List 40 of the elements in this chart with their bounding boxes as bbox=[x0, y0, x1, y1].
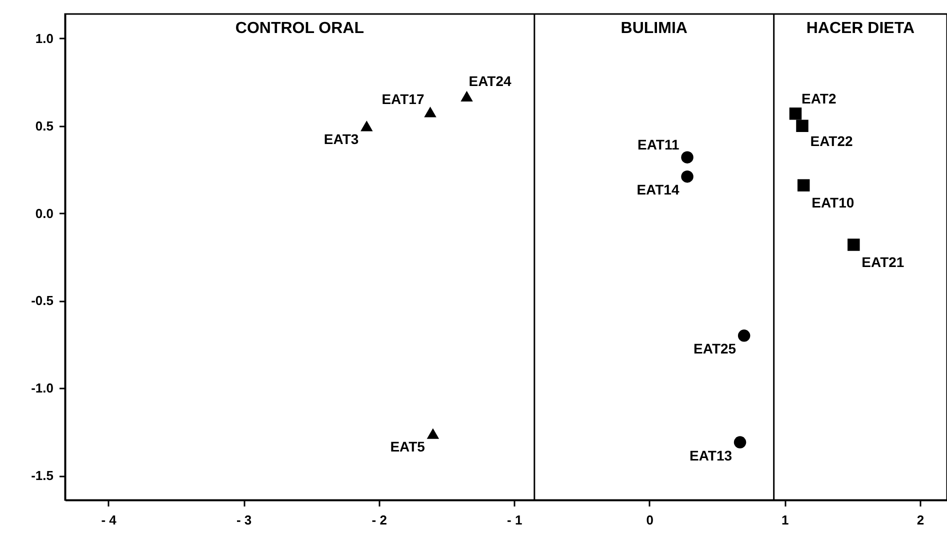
y-tick-label: -0.5 bbox=[31, 293, 54, 308]
point bbox=[424, 106, 436, 118]
point bbox=[848, 238, 860, 251]
point bbox=[789, 108, 802, 120]
y-tick-label: 0.0 bbox=[35, 206, 54, 221]
x-tick-label: - 3 bbox=[236, 512, 252, 528]
point bbox=[797, 179, 810, 192]
x-tick-label: - 1 bbox=[507, 512, 522, 528]
point bbox=[681, 170, 694, 183]
x-tick-label: 2 bbox=[916, 512, 924, 528]
annotation: EAT21 bbox=[862, 254, 904, 270]
annotation: EAT13 bbox=[689, 447, 732, 464]
point bbox=[738, 330, 750, 342]
annotation: EAT22 bbox=[810, 132, 853, 149]
annotation: EAT2 bbox=[801, 90, 836, 107]
y-tick-label: 1.0 bbox=[35, 30, 54, 46]
point bbox=[796, 120, 808, 132]
point bbox=[460, 90, 473, 102]
x-tick-label: - 4 bbox=[101, 512, 118, 528]
y-tick-label: 0.5 bbox=[35, 118, 54, 134]
point bbox=[681, 151, 694, 164]
annotation: EAT3 bbox=[324, 130, 359, 147]
point bbox=[360, 120, 373, 132]
annotation: EAT5 bbox=[390, 438, 426, 455]
y-tick-label: -1.5 bbox=[31, 468, 54, 484]
x-tick-label: 0 bbox=[646, 512, 654, 528]
x-tick-label: 1 bbox=[782, 512, 789, 528]
annotation: EAT17 bbox=[382, 90, 424, 107]
annotation: BULIMIA bbox=[620, 20, 688, 37]
x-tick-label: - 2 bbox=[372, 512, 387, 528]
annotation: CONTROL ORAL bbox=[235, 20, 364, 37]
annotation: EAT25 bbox=[694, 340, 736, 357]
annotation: EAT24 bbox=[468, 73, 512, 90]
annotation: EAT11 bbox=[638, 136, 680, 152]
annotation: EAT10 bbox=[812, 194, 854, 210]
annotation: HACER DIETA bbox=[806, 20, 915, 37]
annotation: EAT14 bbox=[636, 182, 680, 198]
point bbox=[426, 428, 440, 439]
y-tick-label: -1.0 bbox=[31, 380, 54, 396]
point bbox=[734, 436, 746, 448]
